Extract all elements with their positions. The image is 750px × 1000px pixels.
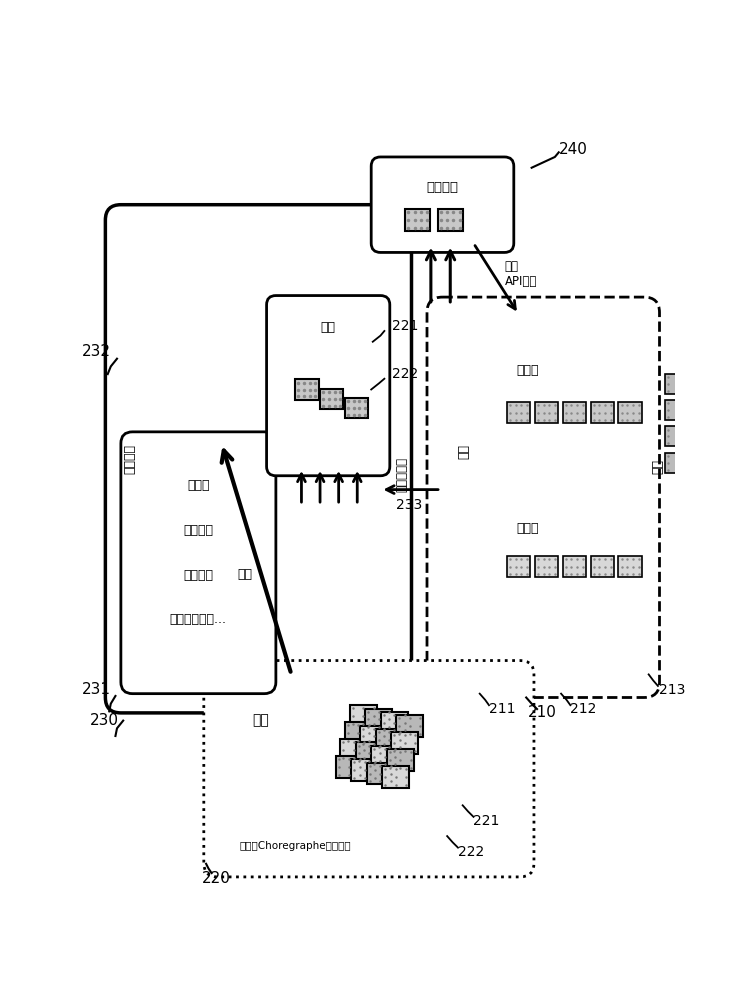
FancyBboxPatch shape bbox=[535, 402, 558, 423]
Text: 选择器: 选择器 bbox=[188, 479, 209, 492]
FancyBboxPatch shape bbox=[665, 426, 688, 446]
FancyBboxPatch shape bbox=[392, 732, 418, 754]
Text: 激励器: 激励器 bbox=[517, 364, 539, 377]
Text: 222: 222 bbox=[458, 844, 484, 858]
FancyBboxPatch shape bbox=[438, 209, 463, 231]
FancyBboxPatch shape bbox=[121, 432, 276, 694]
FancyBboxPatch shape bbox=[562, 556, 586, 577]
Text: 232: 232 bbox=[82, 344, 111, 359]
FancyBboxPatch shape bbox=[396, 715, 423, 737]
Text: 自主生活: 自主生活 bbox=[183, 524, 213, 537]
FancyBboxPatch shape bbox=[665, 453, 688, 473]
Text: 240: 240 bbox=[559, 142, 588, 157]
FancyBboxPatch shape bbox=[665, 400, 688, 420]
FancyBboxPatch shape bbox=[380, 712, 408, 734]
FancyBboxPatch shape bbox=[619, 402, 642, 423]
FancyBboxPatch shape bbox=[535, 556, 558, 577]
FancyBboxPatch shape bbox=[590, 402, 613, 423]
FancyBboxPatch shape bbox=[345, 398, 368, 418]
Text: 基本意识: 基本意识 bbox=[183, 569, 213, 582]
FancyBboxPatch shape bbox=[367, 763, 394, 784]
Text: 服务: 服务 bbox=[458, 444, 471, 459]
FancyBboxPatch shape bbox=[405, 209, 430, 231]
Text: （经由Choregraphe创建的）: （经由Choregraphe创建的） bbox=[239, 841, 351, 851]
FancyBboxPatch shape bbox=[427, 297, 659, 698]
FancyBboxPatch shape bbox=[340, 739, 368, 761]
Text: 提取器: 提取器 bbox=[517, 522, 539, 535]
Text: 212: 212 bbox=[570, 702, 597, 716]
Text: 服务
API调用: 服务 API调用 bbox=[505, 260, 537, 288]
Text: 执行引擎: 执行引擎 bbox=[427, 181, 458, 194]
FancyBboxPatch shape bbox=[507, 402, 530, 423]
Text: 候选: 候选 bbox=[321, 321, 336, 334]
Text: 231: 231 bbox=[82, 682, 111, 697]
Text: 233: 233 bbox=[396, 498, 422, 512]
FancyBboxPatch shape bbox=[360, 726, 388, 747]
FancyBboxPatch shape bbox=[105, 205, 412, 713]
Text: 230: 230 bbox=[89, 713, 118, 728]
Text: 221: 221 bbox=[392, 319, 418, 333]
FancyBboxPatch shape bbox=[356, 742, 382, 764]
Text: 提取器事件: 提取器事件 bbox=[396, 457, 409, 492]
Text: 211: 211 bbox=[489, 702, 515, 716]
FancyBboxPatch shape bbox=[365, 709, 392, 730]
FancyBboxPatch shape bbox=[382, 766, 410, 788]
Text: 与用户对话等...: 与用户对话等... bbox=[170, 613, 226, 626]
Text: 活动: 活动 bbox=[252, 714, 268, 728]
Text: 系统: 系统 bbox=[652, 459, 664, 474]
FancyBboxPatch shape bbox=[371, 157, 514, 252]
FancyBboxPatch shape bbox=[619, 556, 642, 577]
FancyBboxPatch shape bbox=[562, 402, 586, 423]
Text: 221: 221 bbox=[473, 814, 500, 828]
Text: 210: 210 bbox=[528, 705, 556, 720]
Text: 清单: 清单 bbox=[237, 568, 252, 581]
Text: 意愿模块: 意愿模块 bbox=[124, 444, 136, 474]
FancyBboxPatch shape bbox=[590, 556, 613, 577]
FancyBboxPatch shape bbox=[350, 705, 376, 727]
FancyBboxPatch shape bbox=[507, 556, 530, 577]
FancyBboxPatch shape bbox=[204, 661, 534, 877]
Text: 222: 222 bbox=[392, 367, 418, 381]
FancyBboxPatch shape bbox=[665, 374, 688, 394]
FancyBboxPatch shape bbox=[345, 722, 372, 744]
FancyBboxPatch shape bbox=[376, 729, 403, 750]
FancyBboxPatch shape bbox=[371, 746, 398, 767]
Text: 220: 220 bbox=[202, 871, 231, 886]
FancyBboxPatch shape bbox=[335, 756, 363, 778]
FancyBboxPatch shape bbox=[387, 749, 414, 771]
FancyBboxPatch shape bbox=[351, 759, 378, 781]
FancyBboxPatch shape bbox=[320, 389, 344, 409]
FancyBboxPatch shape bbox=[266, 296, 390, 476]
Text: 213: 213 bbox=[659, 683, 686, 697]
FancyBboxPatch shape bbox=[296, 379, 319, 400]
